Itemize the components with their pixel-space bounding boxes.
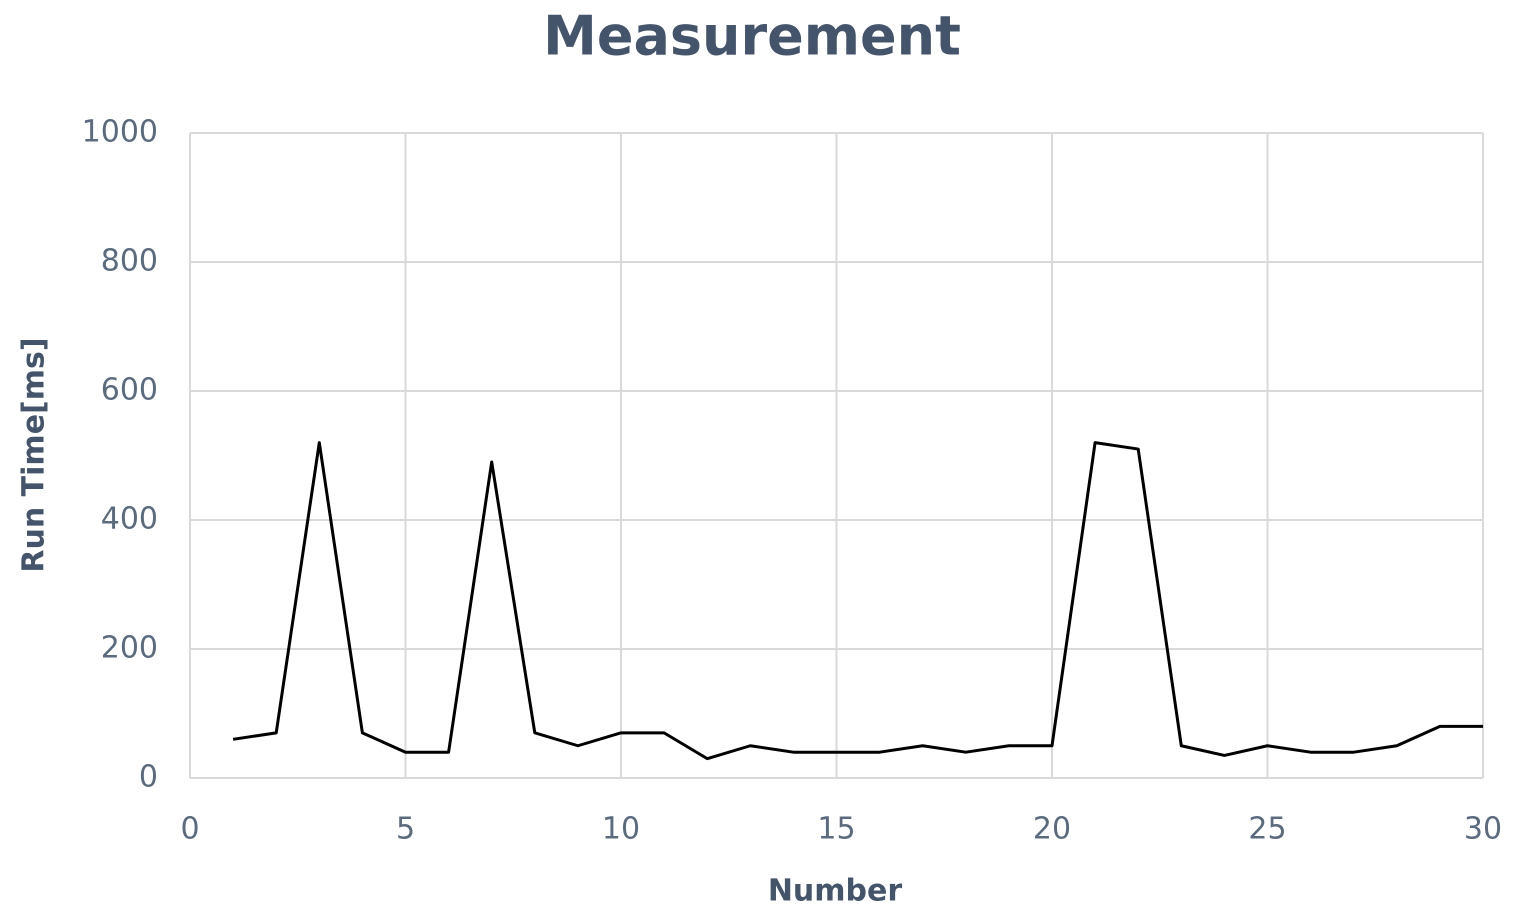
x-tick-label: 30 — [1464, 812, 1502, 847]
y-tick-label: 800 — [101, 244, 158, 279]
x-axis-label: Number — [768, 874, 903, 909]
y-axis-label: Run Time[ms] — [17, 337, 52, 572]
y-tick-label: 1000 — [82, 115, 158, 150]
x-tick-label: 5 — [396, 812, 415, 847]
x-tick-label: 25 — [1248, 812, 1286, 847]
y-tick-label: 200 — [101, 631, 158, 666]
x-tick-label: 0 — [180, 812, 199, 847]
y-tick-label: 0 — [139, 760, 158, 795]
data-line — [232, 441, 1483, 761]
y-tick-label: 400 — [101, 502, 158, 537]
y-tick-label: 600 — [101, 373, 158, 408]
x-tick-label: 10 — [602, 812, 640, 847]
x-tick-label: 20 — [1033, 812, 1071, 847]
chart-title: Measurement — [543, 5, 961, 68]
x-tick-label: 15 — [817, 812, 855, 847]
